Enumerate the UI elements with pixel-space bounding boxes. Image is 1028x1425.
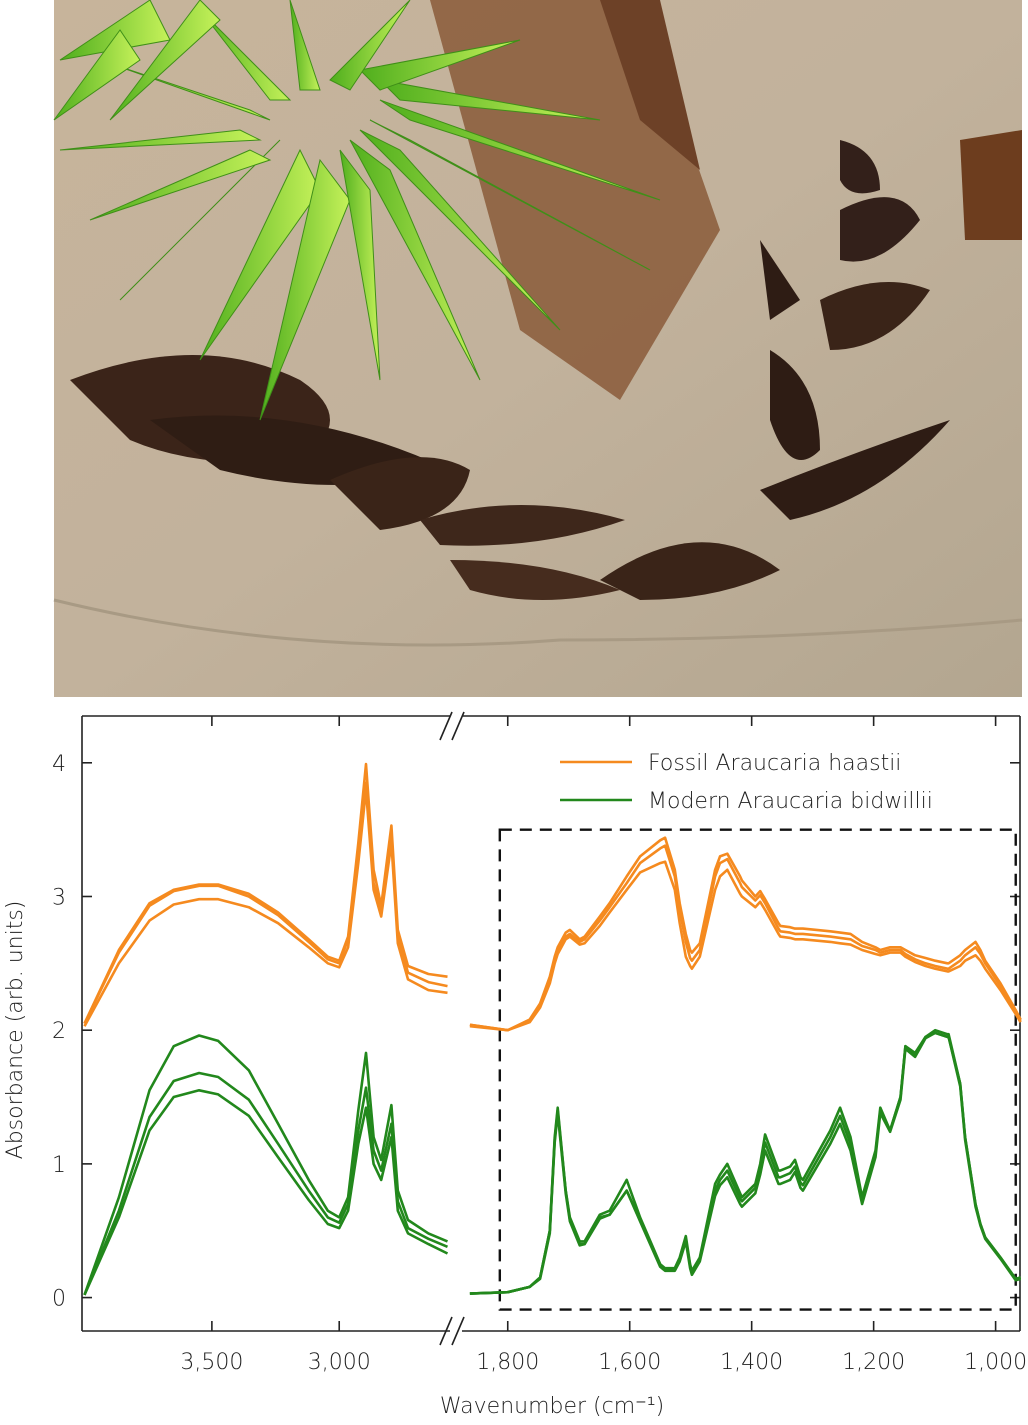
break-marks <box>439 711 465 1346</box>
x-tick-label: 3,500 <box>180 1350 243 1375</box>
x-tick-label: 1,000 <box>964 1350 1027 1375</box>
x-tick-label: 1,400 <box>720 1350 783 1375</box>
y-tick-label: 2 <box>52 1019 66 1044</box>
spectrum-line <box>469 860 1022 1032</box>
photo <box>53 0 1023 697</box>
y-axis-label: Absorbance (arb. units) <box>3 901 28 1160</box>
spectrum-line <box>83 781 448 1025</box>
highlight-box <box>498 828 1017 1311</box>
spectrum-line <box>83 1071 449 1296</box>
x-tick-label: 1,600 <box>598 1350 661 1375</box>
legend-label: Fossil Araucaria haastii <box>648 751 901 776</box>
y-tick-label: 1 <box>52 1153 66 1178</box>
x-tick-label: 1,800 <box>476 1350 539 1375</box>
spectrum-line <box>83 762 448 1025</box>
x-axis-label: Wavenumber (cm⁻¹) <box>440 1394 664 1419</box>
y-tick-label: 3 <box>52 885 66 910</box>
x-tick-label: 3,000 <box>308 1350 371 1375</box>
spectrum-line <box>83 1089 449 1296</box>
y-tick-label: 0 <box>52 1287 66 1312</box>
axis-break <box>451 1316 465 1346</box>
spectrum-line <box>83 788 448 1027</box>
spectrum-line <box>469 844 1022 1032</box>
y-tick-label: 4 <box>52 752 66 777</box>
spectrum-line <box>469 1031 1021 1295</box>
spectrum-line <box>469 836 1022 1032</box>
x-tick-label: 1,200 <box>842 1350 905 1375</box>
legend-label: Modern Araucaria bidwillii <box>648 789 933 814</box>
